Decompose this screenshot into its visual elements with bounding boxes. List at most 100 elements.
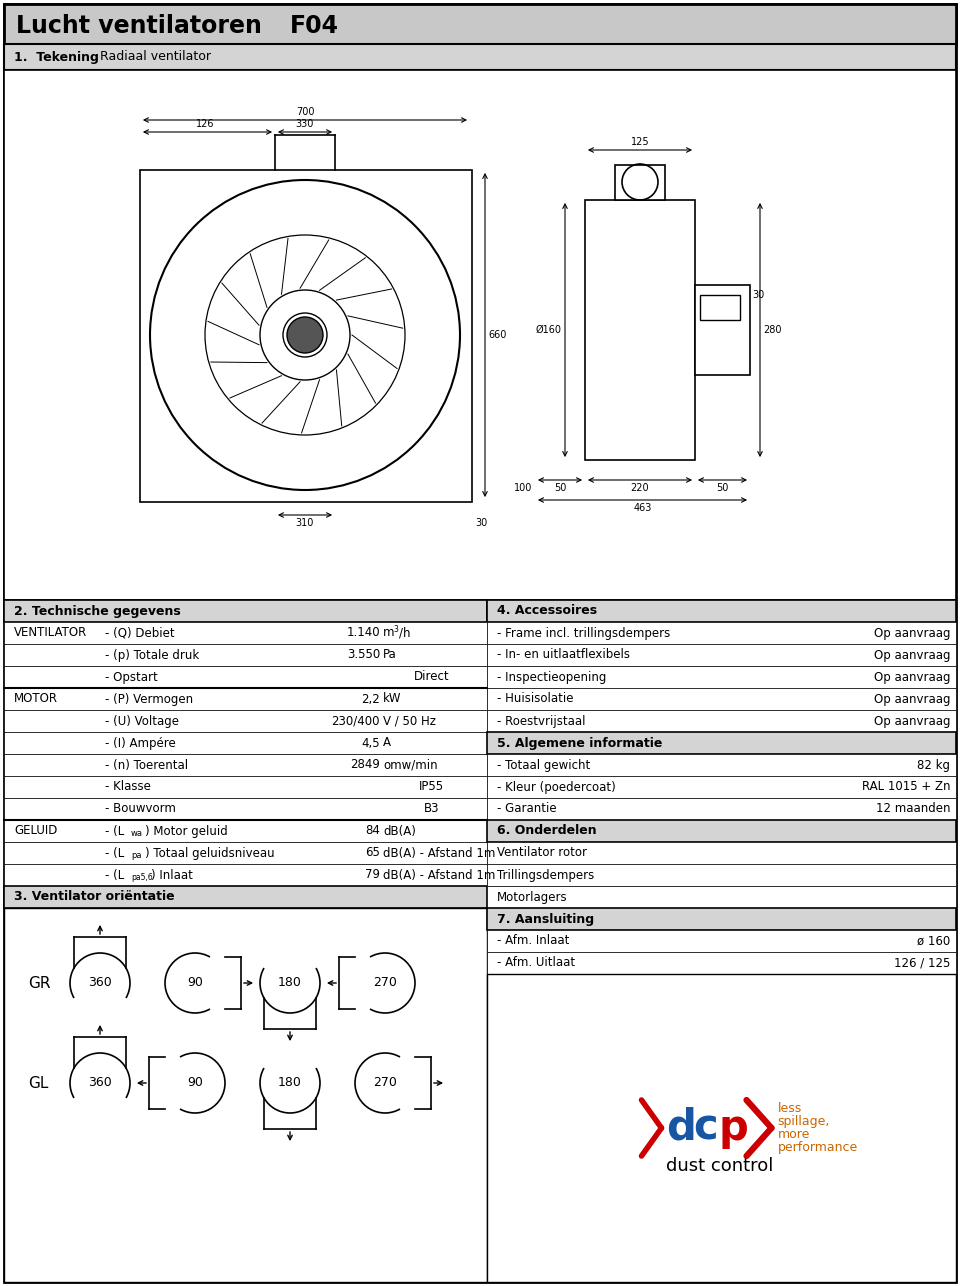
Text: Ventilator rotor: Ventilator rotor [497, 846, 587, 859]
Bar [487, 908, 956, 930]
Text: - (Q) Debiet: - (Q) Debiet [105, 626, 175, 639]
Circle shape [287, 318, 323, 352]
Bar [487, 842, 956, 864]
Bar [695, 285, 750, 376]
Text: 65: 65 [365, 846, 380, 859]
Bar [487, 775, 956, 799]
Text: d: d [666, 1107, 696, 1148]
Text: F04: F04 [290, 14, 339, 39]
Text: - (p) Totale druk: - (p) Totale druk [105, 648, 200, 661]
Text: 180: 180 [278, 976, 302, 989]
Text: omw/min: omw/min [383, 759, 438, 772]
Text: - Huisisolatie: - Huisisolatie [497, 692, 573, 706]
Text: 2849: 2849 [350, 759, 380, 772]
Text: wa: wa [131, 829, 143, 838]
Text: kW: kW [383, 692, 401, 706]
Text: A: A [383, 737, 391, 750]
Text: ) Totaal geluidsniveau: ) Totaal geluidsniveau [145, 846, 275, 859]
Bar [140, 170, 472, 502]
Bar [487, 952, 956, 974]
Text: 126 / 125: 126 / 125 [894, 957, 950, 970]
Text: - (L: - (L [105, 868, 124, 881]
Bar [4, 864, 487, 886]
Text: - (I) Ampére: - (I) Ampére [105, 737, 176, 750]
Text: 4,5: 4,5 [361, 737, 380, 750]
Bar [487, 820, 956, 842]
Text: 84: 84 [365, 824, 380, 837]
Text: 3. Ventilator oriëntatie: 3. Ventilator oriëntatie [14, 890, 175, 904]
Bar [585, 201, 695, 460]
Text: /h: /h [399, 626, 411, 639]
Text: 2. Technische gegevens: 2. Technische gegevens [14, 604, 180, 617]
Text: 1.140: 1.140 [347, 626, 380, 639]
Bar [487, 666, 956, 688]
Bar [4, 666, 487, 688]
Text: Ø160: Ø160 [536, 325, 562, 334]
Text: 463: 463 [634, 503, 652, 513]
Bar [487, 864, 956, 886]
Bar [487, 644, 956, 666]
Text: - Roestvrijstaal: - Roestvrijstaal [497, 715, 586, 728]
Text: - Afm. Inlaat: - Afm. Inlaat [497, 935, 569, 948]
Bar [487, 930, 956, 952]
Text: 660: 660 [488, 331, 506, 340]
Text: Pa: Pa [383, 648, 396, 661]
Text: GR: GR [28, 976, 51, 990]
Text: 2,2: 2,2 [361, 692, 380, 706]
Bar [615, 165, 665, 201]
Text: Op aanvraag: Op aanvraag [874, 670, 950, 683]
Bar [4, 886, 487, 908]
Text: B3: B3 [423, 802, 440, 815]
Text: 6. Onderdelen: 6. Onderdelen [497, 824, 596, 837]
Bar [487, 688, 956, 710]
Bar [487, 974, 956, 1282]
Bar [4, 44, 956, 69]
Text: 3.550: 3.550 [347, 648, 380, 661]
Text: ø 160: ø 160 [917, 935, 950, 948]
Bar [4, 601, 487, 622]
Text: - Bouwvorm: - Bouwvorm [105, 802, 176, 815]
Text: - (U) Voltage: - (U) Voltage [105, 715, 179, 728]
Text: p: p [718, 1107, 749, 1148]
Text: - Opstart: - Opstart [105, 670, 157, 683]
Text: - Klasse: - Klasse [105, 781, 151, 793]
Text: 270: 270 [373, 1076, 396, 1089]
Text: - (L: - (L [105, 824, 124, 837]
Text: dB(A) - Afstand 1m: dB(A) - Afstand 1m [383, 868, 495, 881]
Bar [487, 622, 956, 644]
Text: 5. Algemene informatie: 5. Algemene informatie [497, 737, 662, 750]
Text: VENTILATOR: VENTILATOR [14, 626, 87, 639]
Text: 125: 125 [631, 138, 649, 147]
Text: - Garantie: - Garantie [497, 802, 557, 815]
Text: - Totaal gewicht: - Totaal gewicht [497, 759, 590, 772]
Text: less: less [778, 1102, 802, 1115]
Text: - In- en uitlaatflexibels: - In- en uitlaatflexibels [497, 648, 630, 661]
Text: GELUID: GELUID [14, 824, 58, 837]
Text: 90: 90 [187, 1076, 203, 1089]
Bar [4, 622, 487, 644]
Text: 30: 30 [475, 518, 488, 529]
Text: - (P) Vermogen: - (P) Vermogen [105, 692, 193, 706]
Bar [487, 732, 956, 754]
Bar [4, 69, 956, 601]
Text: pa: pa [131, 851, 141, 860]
Text: - Inspectieopening: - Inspectieopening [497, 670, 607, 683]
Text: MOTOR: MOTOR [14, 692, 58, 706]
Text: 330: 330 [296, 120, 314, 129]
Bar [487, 601, 956, 622]
Bar [4, 644, 487, 666]
Text: 12 maanden: 12 maanden [876, 802, 950, 815]
Text: GL: GL [28, 1075, 48, 1091]
Bar [487, 710, 956, 732]
Bar [4, 820, 487, 842]
Text: 310: 310 [296, 518, 314, 529]
Text: Op aanvraag: Op aanvraag [874, 715, 950, 728]
Text: 30: 30 [752, 291, 764, 300]
Text: 360: 360 [88, 1076, 112, 1089]
Text: Radiaal ventilator: Radiaal ventilator [100, 50, 211, 63]
Text: 3: 3 [393, 625, 397, 634]
Text: - Kleur (poedercoat): - Kleur (poedercoat) [497, 781, 615, 793]
Text: 700: 700 [296, 107, 314, 117]
Text: 50: 50 [554, 484, 566, 493]
Text: 7. Aansluiting: 7. Aansluiting [497, 913, 594, 926]
